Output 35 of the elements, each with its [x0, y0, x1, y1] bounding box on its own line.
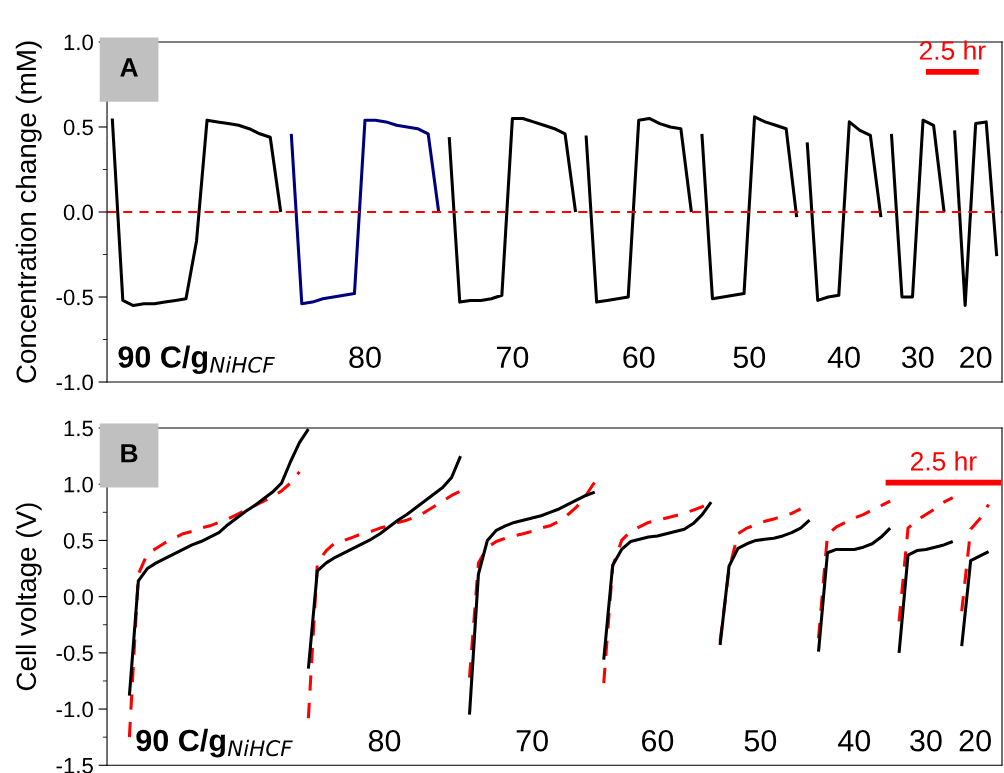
annotation: A [120, 58, 138, 77]
annotation: 60 [641, 729, 674, 752]
annotation: 40 [838, 729, 871, 752]
annotation: 20 [959, 729, 991, 752]
y-tick-label: 0.5 [63, 532, 93, 549]
y-axis-title: Cell voltage (V) [15, 503, 42, 691]
y-tick-label: 0.0 [63, 589, 93, 605]
y-tick-label: -0.5 [56, 289, 93, 306]
annotation: 70 [516, 729, 548, 752]
y-tick-label: 1.5 [64, 420, 93, 437]
y-tick-label: -1.5 [56, 758, 93, 773]
line-series [289, 118, 441, 306]
annotation: 30 [901, 346, 934, 369]
annotation: 50 [744, 729, 777, 752]
y-axis-title: Concentration change (mM) [15, 41, 42, 383]
annotation: 40 [827, 346, 860, 369]
y-tick-label: -0.5 [56, 645, 93, 662]
annotation: 50 [733, 346, 766, 369]
annotation: 80 [349, 346, 381, 369]
annotation: 90 C/g$_{NiHCF}$ [136, 728, 293, 758]
y-tick-label: 1.0 [64, 476, 93, 493]
y-tick-label: 0.0 [63, 204, 93, 221]
y-tick-label: 1.0 [64, 34, 93, 51]
annotation: 30 [910, 729, 942, 752]
y-tick-label: -1.0 [56, 374, 93, 391]
y-tick-label: -1.0 [56, 701, 93, 718]
annotation: 20 [960, 346, 992, 369]
annotation: 90 C/g$_{NiHCF}$ [118, 345, 275, 375]
annotation: 60 [623, 346, 655, 369]
annotation: 2.5 hr [919, 40, 986, 60]
annotation: 80 [368, 729, 401, 752]
y-tick-label: 0.5 [63, 119, 93, 136]
annotation: 70 [496, 346, 529, 369]
annotation: B [121, 444, 138, 463]
annotation: 2.5 hr [910, 451, 977, 471]
